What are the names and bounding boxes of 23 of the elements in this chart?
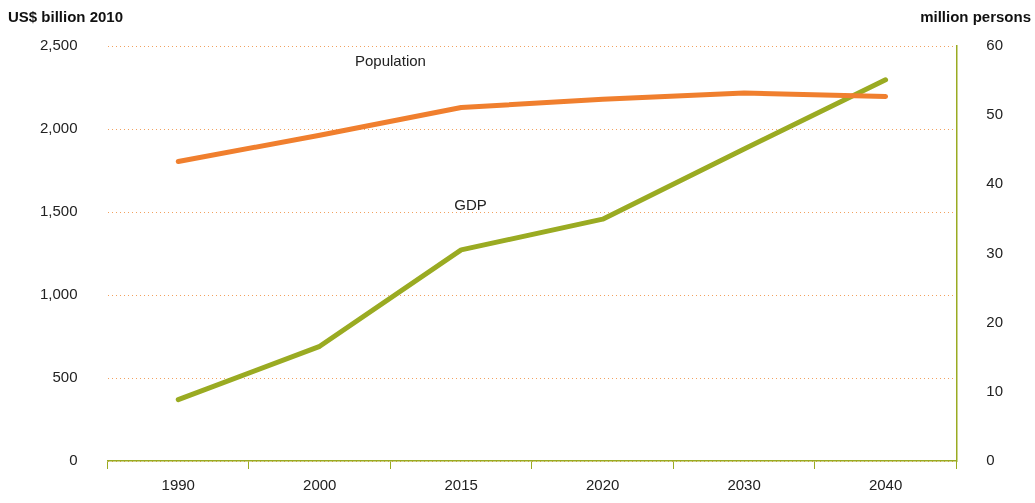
y2-tick-label: 30 [986,243,1003,261]
text: GDP [454,195,487,213]
y2-tick-label: 0 [986,451,995,469]
x-tick-label: 2040 [868,476,903,494]
y-tick-label: 2,000 [39,119,78,137]
x-tick-label: 2000 [303,476,337,494]
y2-tick-label: 60 [986,36,1003,54]
y2-axis-title: million persons [920,8,1031,25]
y2-tick-label: 50 [986,105,1003,123]
y-tick-label: 1,000 [39,285,78,303]
y-tick-label: 2,500 [39,36,78,54]
y2-tick-label: 40 [986,174,1003,192]
y-tick-label: 500 [52,368,78,386]
y2-tick-label: 20 [986,312,1003,330]
y-tick-label: 0 [69,451,78,469]
y-axis-title: US$ billion 2010 [8,8,124,25]
y-tick-label: 1,500 [39,202,78,220]
y2-tick-label: 10 [986,381,1003,399]
x-tick-label: 2020 [585,476,620,494]
x-tick-label: 2030 [727,476,761,494]
x-tick-label: 1990 [161,476,195,494]
text: Population [355,52,426,70]
x-tick-label: 2015 [444,476,478,494]
